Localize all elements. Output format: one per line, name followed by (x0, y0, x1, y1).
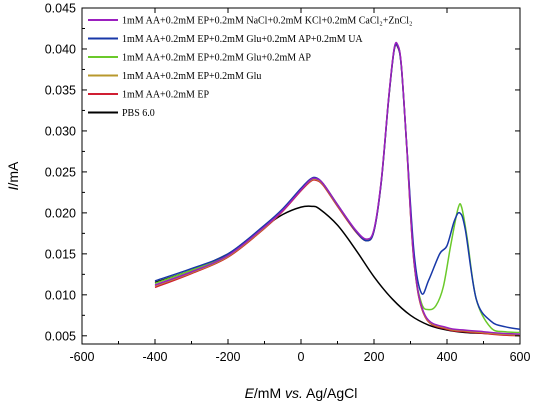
legend-label-0: 1mM AA+0.2mM EP+0.2mM NaCl+0.2mM KCl+0.2… (122, 16, 412, 27)
y-tick-label: 0.045 (45, 2, 76, 16)
y-tick-label: 0.025 (45, 165, 76, 179)
x-axis-title-symbol: E (245, 385, 255, 401)
x-axis-title: E/mM vs. Ag/AgCl (245, 385, 358, 401)
y-tick-label: 0.040 (45, 42, 76, 56)
x-axis-title-vs: vs. (285, 385, 303, 401)
y-axis-title-unit: /mA (5, 161, 21, 187)
series-line-0 (154, 41, 521, 335)
y-tick-label: 0.030 (45, 124, 76, 138)
y-tick-label: 0.035 (45, 83, 76, 97)
y-tick-label: 0.005 (45, 329, 76, 343)
y-axis-title-symbol: I (5, 186, 21, 190)
legend-label-2: 1mM AA+0.2mM EP+0.2mM Glu+0.2mM AP (122, 53, 311, 64)
y-tick-label: 0.020 (45, 206, 76, 220)
x-tick-label: 600 (510, 350, 531, 364)
x-tick-label: -600 (69, 350, 94, 364)
series-line-4 (154, 43, 521, 337)
x-tick-label: 0 (298, 350, 305, 364)
x-tick-label: 200 (364, 350, 385, 364)
series-lines (154, 41, 521, 337)
legend-label-1: 1mM AA+0.2mM EP+0.2mM Glu+0.2mM AP+0.2mM… (122, 34, 363, 45)
y-axis-title: I/mA (5, 161, 21, 190)
x-tick-label: 400 (437, 350, 458, 364)
y-tick-label: 0.015 (45, 247, 76, 261)
legend-label-4: 1mM AA+0.2mM EP (122, 90, 209, 101)
x-tick-label: -400 (142, 350, 167, 364)
x-axis-title-reference: Ag/AgCl (303, 385, 357, 401)
y-tick-label: 0.010 (45, 288, 76, 302)
series-line-2 (154, 42, 521, 334)
legend: 1mM AA+0.2mM EP+0.2mM NaCl+0.2mM KCl+0.2… (88, 16, 412, 119)
legend-label-3: 1mM AA+0.2mM EP+0.2mM Glu (122, 71, 261, 82)
x-axis-title-unit: /mM (254, 385, 285, 401)
legend-label-5: PBS 6.0 (122, 108, 155, 119)
series-line-1 (154, 43, 521, 330)
x-tick-label: -200 (215, 350, 240, 364)
axis-ticks: -600 -400 -200 0 200 400 600 0.005 0.010 0.015 0.0… (45, 2, 531, 365)
series-line-3 (154, 42, 521, 336)
